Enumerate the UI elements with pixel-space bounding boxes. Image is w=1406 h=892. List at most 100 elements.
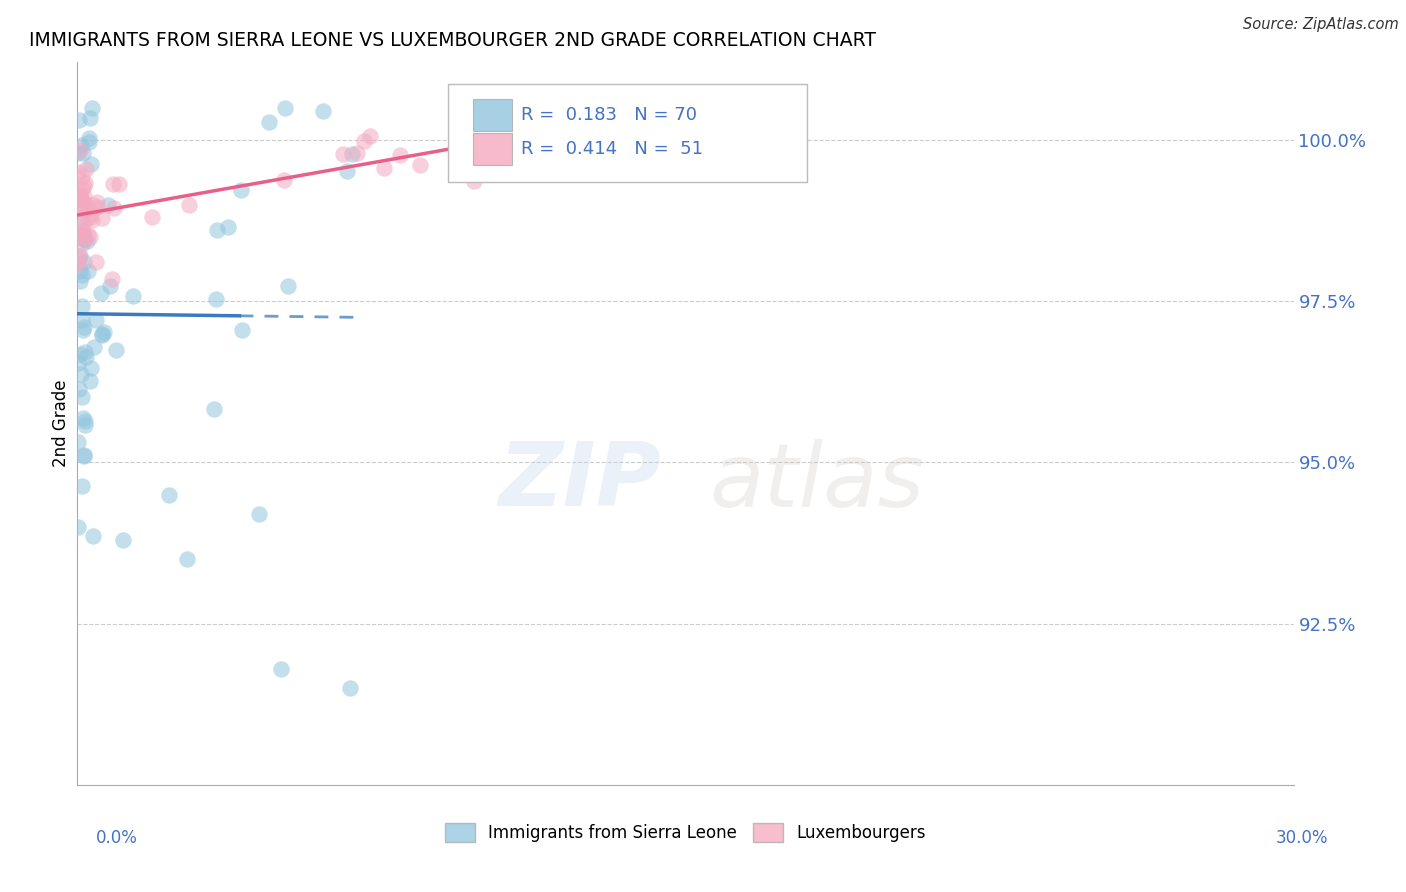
- Point: [76, 211, 98, 226]
- Point: [73, 228, 96, 243]
- Point: [247, 507, 270, 521]
- Point: [90, 326, 112, 341]
- Point: [67, 435, 90, 450]
- Point: [76, 228, 98, 243]
- Point: [69, 137, 91, 152]
- Point: [80, 361, 103, 376]
- Point: [273, 173, 295, 187]
- FancyBboxPatch shape: [472, 133, 512, 165]
- Y-axis label: 2nd Grade: 2nd Grade: [52, 380, 70, 467]
- Point: [456, 113, 478, 128]
- Point: [157, 488, 180, 502]
- Point: [67, 229, 90, 244]
- Point: [80, 157, 103, 171]
- Text: 0.0%: 0.0%: [96, 829, 138, 847]
- Point: [67, 113, 90, 128]
- Point: [77, 135, 100, 149]
- Point: [373, 161, 395, 176]
- Point: [72, 145, 94, 160]
- Point: [389, 147, 412, 161]
- Point: [70, 479, 93, 493]
- Point: [73, 345, 96, 359]
- Point: [70, 169, 93, 183]
- Point: [346, 146, 368, 161]
- Point: [205, 223, 228, 237]
- Point: [72, 411, 94, 425]
- Point: [73, 178, 96, 193]
- Text: 30.0%: 30.0%: [1277, 829, 1329, 847]
- Point: [205, 292, 228, 306]
- Point: [75, 414, 97, 428]
- Point: [79, 375, 101, 389]
- Point: [69, 274, 91, 288]
- Text: Source: ZipAtlas.com: Source: ZipAtlas.com: [1243, 17, 1399, 31]
- Text: R =  0.183   N = 70: R = 0.183 N = 70: [522, 106, 697, 124]
- Point: [70, 299, 93, 313]
- Point: [73, 319, 96, 334]
- Point: [70, 313, 93, 327]
- Point: [409, 158, 432, 172]
- FancyBboxPatch shape: [472, 99, 512, 131]
- Point: [332, 147, 354, 161]
- Point: [98, 279, 121, 293]
- Point: [72, 217, 94, 231]
- Point: [277, 279, 299, 293]
- Point: [103, 201, 125, 215]
- Point: [312, 103, 335, 118]
- Point: [97, 197, 120, 211]
- Point: [270, 662, 292, 676]
- Point: [67, 252, 90, 267]
- Point: [82, 101, 104, 115]
- Point: [72, 323, 94, 337]
- Point: [79, 111, 101, 125]
- Point: [67, 164, 90, 178]
- Point: [70, 211, 93, 225]
- Point: [274, 101, 297, 115]
- Point: [91, 211, 114, 225]
- Point: [69, 347, 91, 361]
- Point: [73, 232, 96, 246]
- Text: atlas: atlas: [710, 439, 925, 524]
- Point: [73, 450, 96, 464]
- Point: [77, 131, 100, 145]
- Point: [84, 255, 107, 269]
- Point: [66, 520, 89, 534]
- Point: [231, 323, 253, 337]
- Point: [77, 263, 100, 277]
- Point: [75, 417, 97, 432]
- Point: [112, 533, 135, 547]
- Point: [66, 257, 89, 271]
- Point: [101, 177, 124, 191]
- Point: [90, 285, 112, 300]
- Point: [342, 147, 364, 161]
- Point: [231, 183, 253, 197]
- Point: [82, 529, 104, 543]
- Point: [218, 220, 240, 235]
- FancyBboxPatch shape: [449, 84, 807, 182]
- Point: [90, 328, 112, 343]
- Point: [70, 236, 93, 251]
- Point: [72, 254, 94, 268]
- Point: [70, 390, 93, 404]
- Point: [122, 289, 145, 303]
- Point: [141, 211, 163, 225]
- Point: [86, 200, 108, 214]
- Text: R =  0.414   N =  51: R = 0.414 N = 51: [522, 140, 703, 158]
- Legend: Immigrants from Sierra Leone, Luxembourgers: Immigrants from Sierra Leone, Luxembourg…: [437, 816, 934, 849]
- Point: [69, 223, 91, 237]
- Point: [202, 402, 225, 417]
- Point: [70, 202, 93, 216]
- Point: [463, 174, 485, 188]
- Point: [73, 176, 96, 190]
- Point: [66, 146, 89, 161]
- Point: [339, 681, 361, 696]
- Point: [73, 233, 96, 247]
- Point: [73, 448, 96, 462]
- Point: [76, 234, 98, 248]
- Point: [67, 382, 90, 396]
- Point: [69, 249, 91, 263]
- Text: IMMIGRANTS FROM SIERRA LEONE VS LUXEMBOURGER 2ND GRADE CORRELATION CHART: IMMIGRANTS FROM SIERRA LEONE VS LUXEMBOU…: [28, 30, 876, 50]
- Point: [69, 264, 91, 278]
- Point: [66, 227, 89, 242]
- Point: [72, 202, 94, 217]
